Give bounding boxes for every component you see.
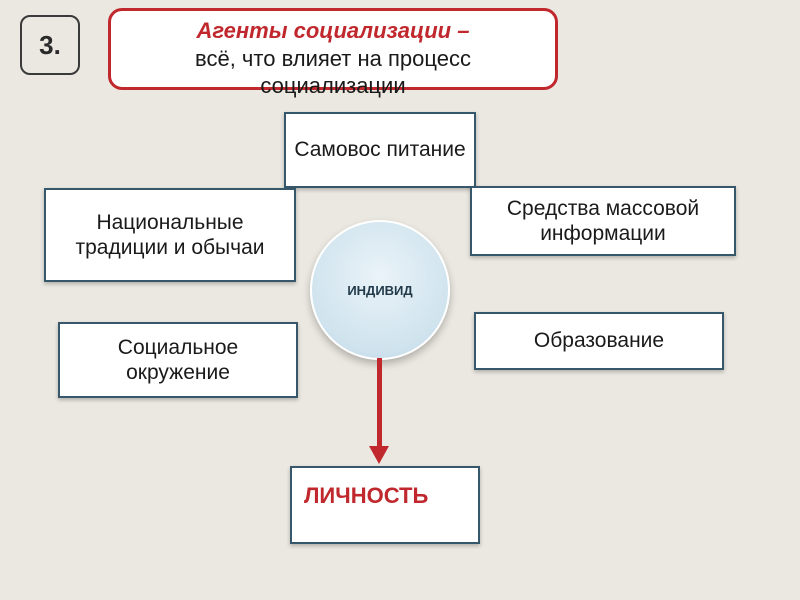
title-line1: Агенты социализации – [123, 17, 543, 45]
slide-number-text: 3. [39, 30, 61, 61]
box-left-upper: Национальные традиции и обычаи [44, 188, 296, 282]
box-right-upper-label: Средства массовой информации [480, 196, 726, 246]
arrow-head-icon [369, 446, 389, 464]
center-circle: ИНДИВИД [310, 220, 450, 360]
box-top-label: Самовос питание [294, 137, 465, 162]
box-top: Самовос питание [284, 112, 476, 188]
center-circle-label: ИНДИВИД [347, 283, 412, 298]
box-left-lower-label: Социальное окружение [68, 335, 288, 385]
result-label: ЛИЧНОСТЬ [304, 484, 428, 508]
title-box: Агенты социализации – всё, что влияет на… [108, 8, 558, 90]
box-left-upper-label: Национальные традиции и обычаи [54, 210, 286, 260]
box-right-upper: Средства массовой информации [470, 186, 736, 256]
arrow-shaft [377, 358, 382, 448]
box-left-lower: Социальное окружение [58, 322, 298, 398]
box-right-lower-label: Образование [534, 328, 664, 353]
result-box: ЛИЧНОСТЬ [290, 466, 480, 544]
title-line2: всё, что влияет на процесс социализации [123, 45, 543, 100]
slide-number-badge: 3. [20, 15, 80, 75]
box-right-lower: Образование [474, 312, 724, 370]
